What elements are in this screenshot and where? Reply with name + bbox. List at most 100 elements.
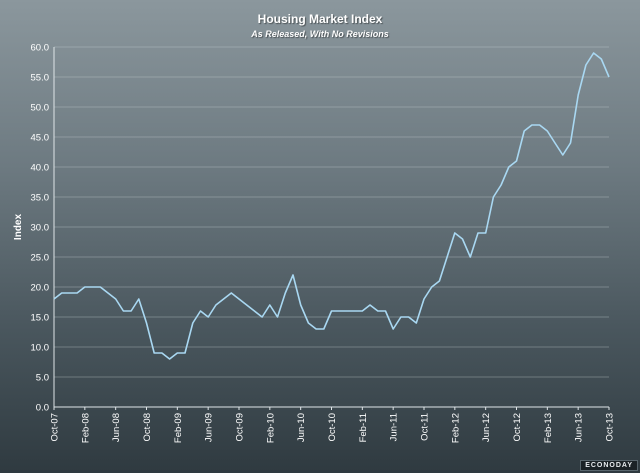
data-point — [600, 58, 602, 60]
data-point — [346, 310, 348, 312]
y-tick-label: 10.0 — [31, 343, 50, 354]
data-point — [546, 130, 548, 132]
data-point — [138, 298, 140, 300]
y-tick-label: 5.0 — [36, 373, 49, 384]
x-tick-label: Jun-11 — [389, 413, 400, 441]
data-point — [153, 352, 155, 354]
data-point — [592, 52, 594, 54]
chart-title: Housing Market Index — [257, 12, 383, 26]
data-point — [415, 322, 417, 324]
data-point — [562, 154, 564, 156]
x-tick-label: Feb-11 — [358, 413, 369, 442]
x-tick-label: Oct-12 — [512, 413, 523, 442]
data-point — [130, 310, 132, 312]
data-point — [84, 286, 86, 288]
data-point — [61, 292, 63, 294]
data-point — [299, 304, 301, 306]
data-point — [161, 352, 163, 354]
y-tick-label: 20.0 — [31, 283, 50, 294]
data-point — [431, 286, 433, 288]
data-point — [76, 292, 78, 294]
data-point — [361, 310, 363, 312]
data-point — [168, 358, 170, 360]
data-point — [269, 304, 271, 306]
data-point — [438, 280, 440, 282]
x-tick-label: Feb-12 — [450, 413, 461, 443]
data-point — [554, 142, 556, 144]
x-tick-label: Oct-09 — [235, 413, 246, 442]
data-point — [222, 298, 224, 300]
data-point — [377, 310, 379, 312]
data-point — [423, 298, 425, 300]
y-tick-label: 15.0 — [31, 313, 50, 324]
x-tick-label: Jun-09 — [204, 413, 215, 442]
x-tick-label: Feb-09 — [173, 413, 184, 443]
data-point — [454, 232, 456, 234]
data-point — [207, 316, 209, 318]
x-tick-label: Oct-11 — [420, 413, 431, 441]
x-tick-label: Oct-13 — [605, 413, 616, 442]
x-tick-label: Feb-10 — [265, 413, 276, 443]
x-tick-label: Jun-08 — [111, 413, 122, 442]
data-point — [91, 286, 93, 288]
x-tick-label: Feb-13 — [543, 413, 554, 443]
data-point — [261, 316, 263, 318]
data-point — [307, 322, 309, 324]
data-point — [515, 160, 517, 162]
data-point — [608, 76, 610, 78]
data-point — [323, 328, 325, 330]
data-point — [145, 322, 147, 324]
data-point — [284, 292, 286, 294]
data-point — [384, 310, 386, 312]
data-point — [253, 310, 255, 312]
data-point — [338, 310, 340, 312]
y-tick-label: 55.0 — [31, 73, 50, 84]
x-tick-label: Jun-13 — [574, 413, 585, 442]
data-point — [107, 292, 109, 294]
x-tick-label: Jun-12 — [481, 413, 492, 442]
data-point — [192, 322, 194, 324]
data-point — [585, 64, 587, 66]
data-point — [484, 232, 486, 234]
data-point — [315, 328, 317, 330]
data-point — [246, 304, 248, 306]
data-point — [176, 352, 178, 354]
y-tick-label: 0.0 — [36, 403, 49, 414]
y-tick-label: 35.0 — [31, 193, 50, 204]
x-tick-label: Oct-07 — [50, 413, 61, 442]
data-point — [199, 310, 201, 312]
x-tick-label: Oct-08 — [142, 413, 153, 442]
x-tick-label: Oct-10 — [327, 413, 338, 442]
x-tick-label: Feb-08 — [80, 413, 91, 443]
y-tick-label: 40.0 — [31, 163, 50, 174]
data-point — [353, 310, 355, 312]
data-point — [369, 304, 371, 306]
y-tick-label: 60.0 — [31, 43, 50, 54]
data-point — [446, 256, 448, 258]
data-point — [400, 316, 402, 318]
data-point — [276, 316, 278, 318]
data-point — [238, 298, 240, 300]
econoday-logo: ECONODAY — [580, 460, 638, 471]
data-point — [531, 124, 533, 126]
data-point — [577, 94, 579, 96]
y-tick-label: 50.0 — [31, 103, 50, 114]
data-point — [114, 298, 116, 300]
chart-subtitle: As Released, With No Revisions — [251, 29, 389, 39]
data-point — [477, 232, 479, 234]
data-point — [500, 184, 502, 186]
y-tick-label: 30.0 — [31, 223, 50, 234]
data-point — [407, 316, 409, 318]
data-point — [330, 310, 332, 312]
y-axis-title: Index — [13, 214, 24, 241]
data-point — [184, 352, 186, 354]
x-tick-label: Jun-10 — [296, 413, 307, 442]
data-point — [292, 274, 294, 276]
data-point — [122, 310, 124, 312]
data-point — [492, 196, 494, 198]
data-point — [461, 238, 463, 240]
data-point — [469, 256, 471, 258]
y-tick-label: 25.0 — [31, 253, 50, 264]
series-line — [53, 52, 610, 360]
